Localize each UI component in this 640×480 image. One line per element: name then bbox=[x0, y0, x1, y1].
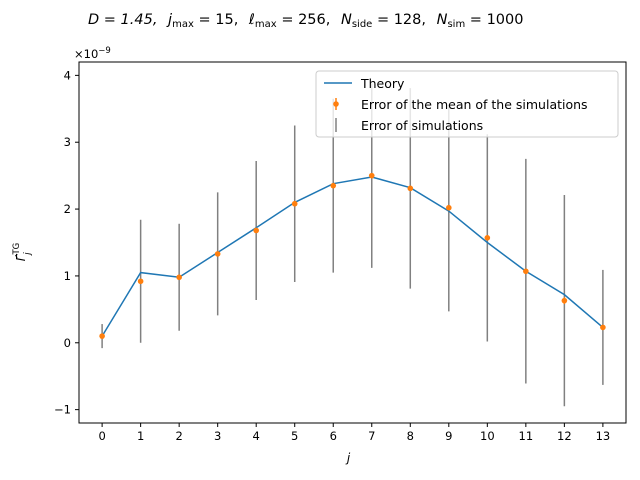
x-tick-label-8: 8 bbox=[407, 429, 414, 443]
mean-point-2 bbox=[176, 274, 182, 281]
x-tick-label-0: 0 bbox=[98, 429, 105, 443]
y-tick-label-1: 0 bbox=[64, 336, 71, 350]
legend-swatch-mean-point bbox=[333, 101, 339, 107]
y-tick-label-4: 3 bbox=[64, 135, 71, 149]
mean-point-1 bbox=[137, 278, 144, 285]
title-l: ℓ bbox=[248, 12, 255, 28]
x-tick-label-13: 13 bbox=[596, 429, 611, 443]
title-d: D = 1.45, bbox=[88, 12, 157, 28]
x-axis-label: j bbox=[345, 451, 351, 465]
title-l-val: = 256, bbox=[277, 12, 331, 28]
y-tick-label-0: −1 bbox=[54, 403, 71, 417]
y-axis-label-sup: TG bbox=[12, 243, 22, 256]
x-tick-label-3: 3 bbox=[214, 429, 221, 443]
x-tick-label-4: 4 bbox=[253, 429, 260, 443]
mean-point-8 bbox=[407, 185, 414, 192]
x-tick-label-11: 11 bbox=[519, 429, 534, 443]
mean-point-12 bbox=[561, 297, 568, 304]
plot-frame bbox=[78, 61, 627, 424]
mean-point-7 bbox=[368, 172, 375, 179]
mean-point-3 bbox=[214, 251, 221, 257]
x-tick-label-10: 10 bbox=[480, 429, 495, 443]
x-tick-label-7: 7 bbox=[368, 429, 375, 443]
title-n2-val: = 1000 bbox=[465, 12, 523, 28]
title-n1: N bbox=[341, 12, 352, 28]
mean-point-0 bbox=[99, 333, 105, 339]
y-multiplier: ×10−9 bbox=[74, 46, 111, 61]
title-n1-sub: side bbox=[352, 19, 373, 30]
mean-point-5 bbox=[291, 200, 298, 207]
title-l-sub: max bbox=[255, 19, 277, 30]
theory-line bbox=[101, 176, 604, 337]
chart-title: D = 1.45, jmax = 15, ℓmax = 256, Nside =… bbox=[88, 12, 523, 30]
legend: Theory Error of the mean of the simulati… bbox=[315, 70, 619, 138]
mean-point-10 bbox=[484, 235, 491, 241]
y-axis-label-sub: j bbox=[23, 252, 33, 256]
legend-label-theory: Theory bbox=[360, 76, 405, 91]
x-tick-label-1: 1 bbox=[137, 429, 144, 443]
x-tick-label-5: 5 bbox=[291, 429, 298, 443]
legend-box bbox=[315, 70, 619, 138]
title-j-val: = 15, bbox=[194, 12, 238, 28]
x-tick-label-9: 9 bbox=[445, 429, 452, 443]
title-n1-val: = 128, bbox=[372, 12, 426, 28]
title-n2: N bbox=[437, 12, 448, 28]
y-axis-label: Γ̂TGj bbox=[12, 243, 33, 261]
y-tick-label-2: 1 bbox=[64, 269, 71, 283]
y-multiplier-base: ×10 bbox=[74, 47, 98, 61]
mean-point-4 bbox=[253, 227, 259, 234]
mean-point-6 bbox=[330, 182, 337, 189]
y-tick-label-5: 4 bbox=[64, 68, 71, 82]
legend-label-mean-error: Error of the mean of the simulations bbox=[361, 97, 588, 112]
y-axis-label-main: Γ̂ bbox=[14, 253, 28, 261]
y-tick-label-3: 2 bbox=[64, 202, 71, 216]
x-tick-label-6: 6 bbox=[330, 429, 337, 443]
y-multiplier-exp: −9 bbox=[98, 46, 111, 56]
legend-label-sim-error: Error of simulations bbox=[361, 118, 483, 133]
mean-point-11 bbox=[523, 268, 529, 275]
mean-point-9 bbox=[446, 204, 452, 211]
title-n2-sub: sim bbox=[447, 19, 465, 30]
x-tick-label-2: 2 bbox=[175, 429, 182, 443]
mean-point-13 bbox=[600, 324, 606, 331]
x-tick-label-12: 12 bbox=[557, 429, 572, 443]
title-j: j bbox=[166, 12, 173, 28]
title-j-sub: max bbox=[172, 19, 194, 30]
